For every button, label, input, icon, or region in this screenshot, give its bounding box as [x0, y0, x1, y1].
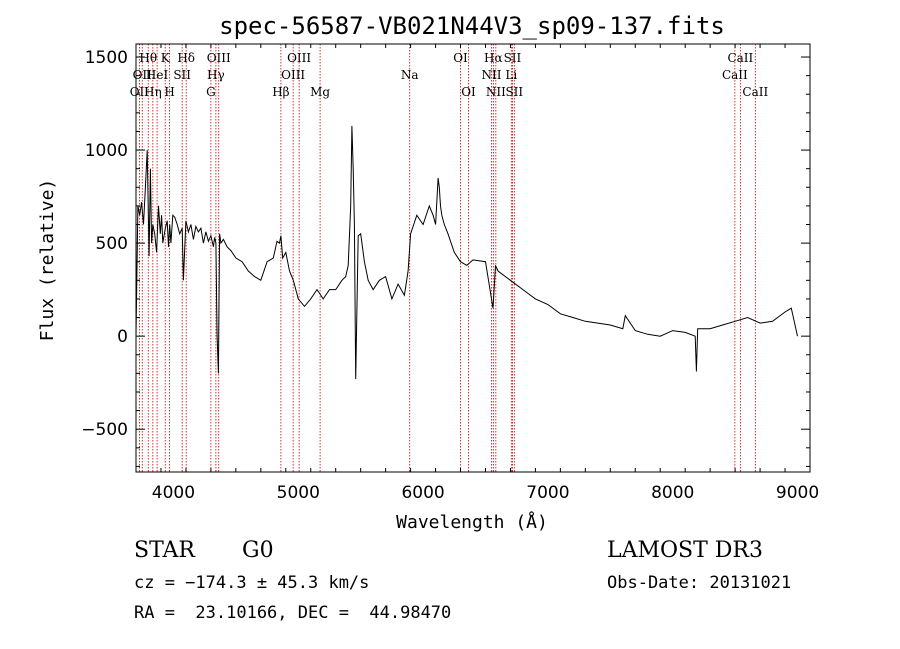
spectral-line-label: Hβ: [272, 85, 289, 99]
spectral-line-labels: OII OII Hθ Hη HeI K H SII Hδ G Hγ OIII Hβ OIII OIII Mg N…: [130, 51, 769, 99]
y-axis: −500 0 500 1000 1500: [81, 48, 810, 467]
spectral-line-label: OII: [133, 68, 153, 82]
spectral-line-label: G: [206, 85, 216, 99]
spectral-line-label: Hδ: [177, 51, 195, 65]
spectral-line-label: SII: [173, 68, 191, 82]
x-tick-label: 5000: [277, 483, 320, 503]
spectral-line-label: OIII: [207, 51, 231, 65]
chart-title: spec-56587-VB021N44V3_sp09-137.fits: [219, 12, 725, 40]
spectral-line-label: NII: [486, 85, 506, 99]
spectral-line-label: CaII: [727, 51, 753, 65]
coordinates: RA = 23.10166, DEC = 44.98470: [134, 603, 452, 623]
spectral-line-label: Mg: [310, 85, 330, 99]
spectral-line-label: Hα: [484, 51, 503, 65]
x-tick-label: 8000: [651, 483, 694, 503]
spectral-line-markers: [138, 44, 756, 472]
spectral-line-label: OI: [453, 51, 468, 65]
spectral-line-label: NII: [481, 68, 501, 82]
survey-label: LAMOST DR3: [607, 538, 763, 563]
spectral-line-label: SII: [504, 51, 522, 65]
spectral-line-label: CaII: [742, 85, 768, 99]
spectral-line-label: HeI: [146, 68, 169, 82]
star-subclass: G0: [242, 538, 274, 563]
y-axis-label: Flux (relative): [37, 179, 58, 342]
star-class-label: STAR: [134, 538, 195, 563]
spectral-line-label: OII: [130, 85, 150, 99]
obs-date: Obs-Date: 20131021: [607, 573, 792, 593]
plot-frame: [135, 43, 811, 473]
spectral-line-label: Hη: [144, 85, 162, 99]
x-axis: 4000 5000 6000 7000 8000 9000: [135, 44, 819, 503]
spectral-line-label: H: [164, 85, 174, 99]
spectral-line-label: OIII: [287, 51, 311, 65]
spectral-line-label: Na: [401, 68, 419, 82]
spectral-line-label: Hγ: [207, 68, 225, 82]
x-tick-label: 7000: [526, 483, 569, 503]
y-tick-label: −500: [81, 420, 128, 440]
x-axis-label: Wavelength (Å): [396, 511, 548, 533]
x-tick-label: 4000: [152, 483, 195, 503]
spectral-line-label: SII: [505, 85, 523, 99]
x-tick-label: 6000: [401, 483, 444, 503]
spectral-line-label: OI: [461, 85, 476, 99]
y-tick-label: 1000: [85, 141, 128, 161]
spectral-line-label: OIII: [281, 68, 305, 82]
spectral-line-label: K: [161, 51, 171, 65]
spectral-line-label: CaII: [722, 68, 748, 82]
spectral-line-label: Hθ: [139, 51, 157, 65]
y-tick-label: 1500: [85, 48, 128, 68]
spectral-line-label: Li: [505, 68, 517, 82]
spectrum-curve: [136, 125, 798, 380]
y-tick-label: 0: [117, 327, 128, 347]
y-tick-label: 500: [96, 234, 128, 254]
redshift-value: cz = −174.3 ± 45.3 km/s: [134, 573, 370, 593]
x-tick-label: 9000: [776, 483, 819, 503]
